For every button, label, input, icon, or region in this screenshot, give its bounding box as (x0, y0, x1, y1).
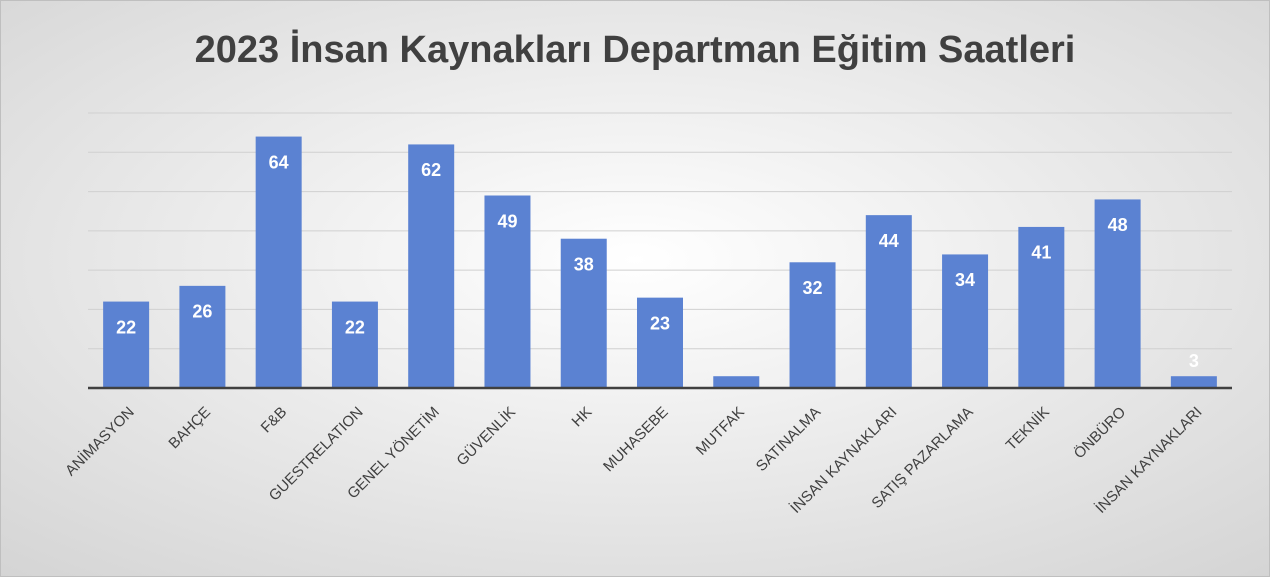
bar (179, 285, 226, 388)
bar (637, 297, 683, 388)
bar (255, 136, 302, 388)
bar (789, 262, 836, 388)
data-label: 32 (803, 278, 823, 298)
bar (1170, 376, 1217, 388)
bar (865, 215, 912, 388)
data-label: 38 (574, 254, 594, 274)
data-label: 34 (955, 270, 975, 290)
data-label: 41 (1031, 243, 1051, 263)
data-label: 49 (497, 211, 517, 231)
bar (1094, 199, 1141, 388)
data-label: 62 (421, 160, 441, 180)
bar (1018, 226, 1065, 388)
chart-title: 2023 İnsan Kaynakları Departman Eğitim S… (195, 29, 1076, 71)
data-label: 64 (269, 152, 289, 172)
bar (942, 254, 989, 388)
bar (484, 195, 531, 388)
data-label: 44 (879, 231, 899, 251)
data-label: 26 (192, 302, 212, 322)
data-label: 22 (345, 317, 365, 337)
data-label: 3 (1189, 351, 1199, 371)
bar (103, 301, 150, 388)
bar (408, 144, 455, 388)
data-label: 48 (1108, 215, 1128, 235)
bar (560, 238, 607, 388)
bar (331, 301, 378, 388)
data-label: 23 (650, 313, 670, 333)
bar (713, 376, 760, 388)
data-label: 22 (116, 317, 136, 337)
